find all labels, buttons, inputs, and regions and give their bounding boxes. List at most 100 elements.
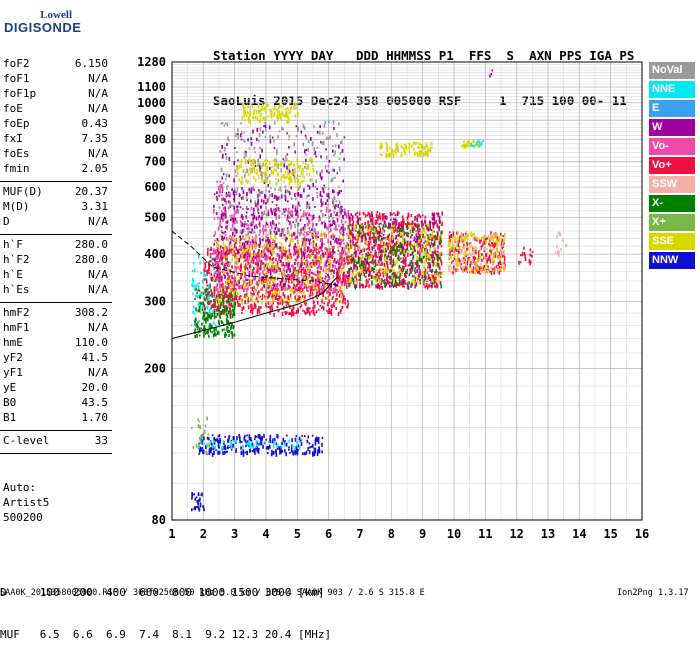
echo-point — [240, 295, 242, 297]
echo-point — [220, 234, 222, 237]
echo-point — [226, 289, 228, 293]
echo-point — [441, 230, 443, 234]
echo-point — [242, 248, 244, 252]
echo-point — [316, 188, 318, 190]
echo-point — [241, 246, 243, 249]
echo-point — [297, 229, 299, 232]
echo-point — [342, 239, 344, 241]
echo-point — [197, 328, 199, 330]
echo-point — [244, 156, 246, 159]
echo-point — [231, 331, 233, 333]
echo-point — [427, 225, 429, 227]
echo-point — [229, 330, 231, 333]
echo-point — [304, 281, 306, 283]
echo-point — [376, 233, 378, 237]
echo-point — [247, 295, 249, 299]
echo-point — [380, 279, 382, 283]
echo-point — [283, 268, 285, 270]
echo-point — [241, 139, 243, 141]
echo-point — [500, 253, 502, 256]
echo-point — [240, 275, 242, 277]
echo-point — [405, 271, 407, 274]
echo-point — [265, 255, 267, 259]
echo-point — [339, 158, 341, 160]
echo-point — [274, 212, 276, 216]
echo-point — [309, 281, 311, 284]
echo-point — [283, 274, 285, 278]
echo-point — [386, 269, 388, 273]
echo-point — [357, 240, 359, 243]
echo-point — [305, 312, 307, 315]
echo-point — [237, 301, 239, 304]
echo-point — [296, 288, 298, 291]
echo-point — [304, 149, 306, 153]
echo-point — [338, 291, 340, 293]
echo-point — [214, 315, 216, 319]
echo-point — [221, 214, 223, 216]
echo-point — [481, 239, 483, 241]
echo-point — [434, 257, 436, 261]
echo-point — [270, 235, 272, 238]
echo-point — [405, 223, 407, 225]
echo-point — [393, 279, 395, 282]
echo-point — [251, 188, 253, 191]
echo-point — [411, 214, 413, 217]
echo-point — [265, 239, 267, 242]
echo-point — [342, 224, 344, 226]
echo-point — [310, 294, 312, 296]
echo-point — [349, 234, 351, 237]
echo-point — [238, 238, 240, 242]
echo-point — [214, 280, 216, 282]
echo-point — [216, 212, 218, 215]
echo-point — [256, 258, 258, 262]
echo-point — [366, 248, 368, 250]
echo-point — [340, 190, 342, 192]
echo-point — [234, 256, 236, 258]
echo-point — [234, 244, 236, 248]
echo-point — [417, 251, 419, 255]
echo-point — [252, 236, 254, 238]
echo-point — [328, 172, 330, 174]
echo-point — [400, 248, 402, 252]
echo-point — [340, 279, 342, 283]
echo-point — [247, 279, 249, 281]
echo-point — [245, 249, 247, 252]
echo-point — [322, 239, 324, 241]
echo-point — [259, 234, 261, 236]
echo-point — [258, 189, 260, 191]
echo-point — [419, 258, 421, 262]
echo-point — [359, 257, 361, 259]
echo-point — [286, 275, 288, 277]
echo-point — [318, 309, 320, 311]
echo-point — [220, 246, 222, 248]
echo-point — [229, 249, 231, 251]
echo-point — [287, 153, 289, 155]
echo-point — [295, 208, 297, 212]
echo-point — [216, 191, 218, 194]
echo-point — [256, 282, 258, 285]
echo-point — [395, 246, 397, 249]
echo-point — [297, 175, 299, 177]
echo-point — [321, 202, 323, 206]
echo-point — [272, 246, 274, 249]
echo-point — [309, 222, 311, 224]
echo-point — [487, 238, 489, 240]
echo-point — [217, 279, 219, 281]
echo-point — [269, 257, 271, 259]
echo-point — [271, 193, 273, 197]
echo-point — [316, 267, 318, 269]
echo-point — [462, 270, 464, 273]
echo-point — [221, 277, 223, 281]
echo-point — [477, 267, 479, 270]
echo-point — [429, 222, 431, 226]
echo-point — [291, 234, 293, 236]
echo-point — [357, 272, 359, 275]
echo-point — [242, 196, 244, 200]
echo-point — [311, 242, 313, 246]
echo-point — [339, 242, 341, 245]
echo-point — [222, 284, 224, 288]
echo-point — [337, 281, 339, 283]
echo-point — [344, 267, 346, 269]
echo-point — [270, 272, 272, 276]
echo-point — [218, 245, 220, 248]
